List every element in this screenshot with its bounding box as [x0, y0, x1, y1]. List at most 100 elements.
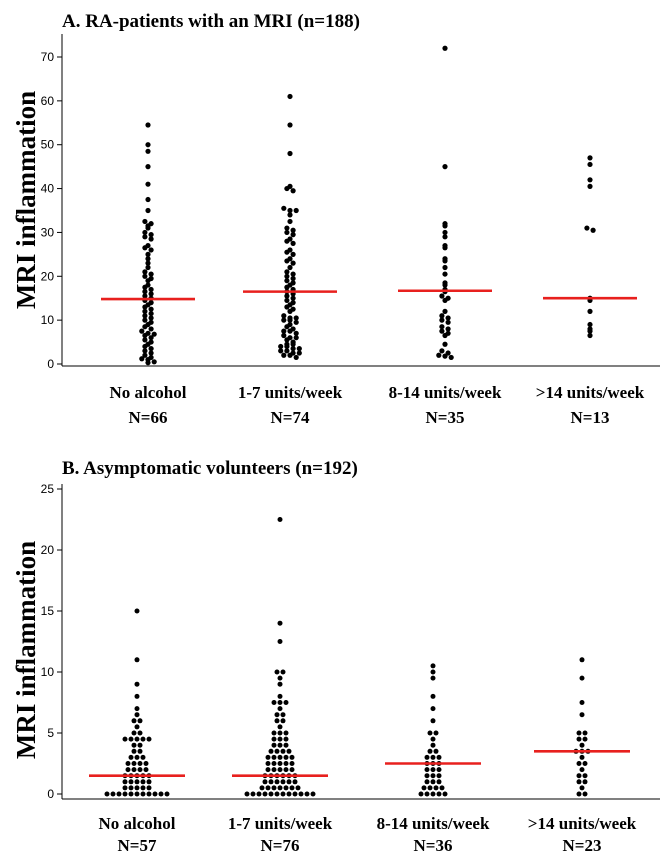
panel-a-y-tick-label-0: 0 [47, 357, 54, 371]
panel-b-cat-1-point-0 [244, 791, 250, 797]
panel-b-cat-0-point-12 [128, 785, 134, 791]
panel-a-cat-0-point-44 [145, 264, 151, 271]
panel-a-cat-2-point-14 [445, 315, 451, 321]
panel-b-cat-3-point-1 [582, 791, 588, 797]
panel-a-cat-0-point-9 [148, 346, 154, 352]
panel-a-cat-2-point-9 [439, 324, 445, 330]
panel-a-cat-0-point-49 [148, 247, 154, 253]
panel-a-cat-1-point-20 [293, 330, 299, 336]
panel-b-cat-0-point-38 [137, 748, 143, 754]
panel-a-cat-3-point-4 [587, 308, 593, 314]
panel-b-cat-1-point-75 [277, 517, 283, 522]
panel-b-cat-1-point-51 [277, 742, 283, 748]
panel-b-cat-0-point-43 [134, 736, 140, 742]
panel-b-cat-1-point-10 [304, 791, 310, 797]
panel-b-x-ticks: No alcohol N=57 1-7 units/week N=76 8-14… [99, 814, 637, 855]
panel-b-cat-3-point-22 [579, 657, 585, 663]
panel-a-cat-2-point-28 [442, 242, 448, 249]
panel-a-cat-1-point-2 [293, 354, 299, 361]
panel-b-y-tick-label-3: 15 [41, 604, 55, 618]
panel-b-cat-1-point-19 [262, 779, 268, 785]
panel-a-cat-1-point-58 [287, 236, 293, 242]
panel-a-cat-0-point-47 [145, 251, 151, 257]
panel-a-cat-3-point-11 [587, 161, 593, 168]
panel-a-cat-1-point-73 [287, 93, 293, 100]
panel-a-cat-1-point-61 [284, 225, 290, 231]
panel-a-cat-1-point-5 [290, 350, 296, 356]
panel-a-cat-2-point-34 [442, 45, 448, 51]
panel-a-cat-1-point-51 [290, 260, 296, 266]
panel-a-cat-0-point-15 [139, 328, 145, 334]
panel-b-marks [89, 517, 630, 797]
panel-a-cat-0-point-59 [145, 207, 151, 214]
panel-a-title: A. RA-patients with an MRI (n=188) [62, 11, 360, 32]
panel-a-cat-0-point-14 [148, 335, 154, 341]
panel-b-cat-1-point-58 [283, 730, 289, 736]
panel-b-cat-1-point-17 [289, 785, 295, 791]
panel-a-cat-1-point-3 [278, 348, 284, 354]
panel-a-cat-1-point-66 [287, 207, 293, 214]
panel-b-cat-3-point-5 [576, 773, 582, 779]
panel-b-cat-0-point-33 [143, 761, 149, 766]
panel-b-cat-0-point-52 [134, 706, 140, 712]
panel-a-cat-3-point-0 [587, 332, 593, 339]
panel-a-cat-0-count: N=66 [129, 408, 168, 427]
panel-a-cat-0-point-51 [142, 234, 148, 240]
panel-a-cat-1-point-62 [290, 227, 296, 233]
panel-b-cat-0-point-34 [128, 754, 134, 760]
panel-b-y-tick-label-2: 10 [41, 665, 55, 679]
panel-b-cat-0-point-18 [134, 779, 140, 785]
panel-b-cat-1-point-68 [277, 693, 283, 699]
panel-a-cat-1-point-67 [293, 207, 299, 214]
panel-b-cat-2-point-24 [427, 748, 433, 754]
panel-a-ylabel: MRI inflammation [11, 91, 41, 309]
panel-b-cat-0-point-39 [131, 742, 137, 748]
panel-b-y-tick-label-4: 20 [41, 543, 55, 557]
panel-b-cat-1-point-18 [295, 785, 301, 791]
panel-a-cat-2-point-32 [442, 221, 448, 227]
panel-a-cat-1-point-27 [281, 313, 287, 319]
panel-b-cat-1-point-59 [277, 724, 283, 730]
panel-a-cat-2-point-13 [439, 313, 445, 319]
panel-a-cat-1-point-0 [281, 352, 287, 358]
panel-a-cat-1-point-60 [290, 232, 296, 238]
panel-b-cat-0-point-0 [104, 791, 110, 797]
panel-a-cat-0-point-1 [139, 356, 145, 362]
panel-b-cat-2-point-23 [436, 754, 442, 760]
panel-a-cat-2-point-22 [442, 280, 448, 286]
panel-b-cat-2-point-9 [424, 779, 430, 785]
panel-b-cat-0-point-35 [134, 754, 140, 760]
panel-a-cat-1-point-72 [287, 122, 293, 128]
panel-a-cat-3-point-2 [587, 326, 593, 332]
panel-b-cat-0-point-6 [140, 791, 146, 797]
panel-a-cat-0-point-16 [145, 330, 151, 336]
panel-b-cat-1-point-20 [268, 779, 274, 785]
panel-b-y-tick-label-5: 25 [41, 482, 55, 496]
panel-b-cat-1-point-38 [277, 761, 283, 766]
panel-a-cat-1-point-36 [284, 293, 290, 299]
panel-b-cat-1-point-34 [283, 767, 289, 773]
panel-a-cat-0-point-31 [148, 300, 154, 306]
panel-b-cat-1-point-5 [274, 791, 280, 797]
panel-b-cat-0-point-27 [131, 767, 137, 773]
panel-b-cat-1-point-6 [280, 791, 286, 797]
panel-b-cat-0-point-32 [137, 761, 143, 766]
panel-a-cat-0-point-42 [142, 269, 148, 275]
panel-b-cat-0-point-54 [134, 681, 140, 687]
panel-b-cat-2-point-25 [433, 748, 439, 754]
panel-a-cat-2-point-11 [439, 317, 445, 323]
panel-b-cat-1-point-70 [277, 675, 283, 681]
panel-b-cat-1-point-48 [280, 748, 286, 754]
panel-b-cat-2-point-7 [433, 785, 439, 791]
panel-b-cat-3-point-3 [576, 779, 582, 785]
panel-a-cat-0-point-12 [148, 339, 154, 345]
panel-a-cat-0-point-64 [145, 142, 151, 148]
panel-a-x-ticks: No alcohol N=66 1-7 units/week N=74 8-14… [110, 383, 645, 427]
panel-b-cat-2-point-27 [430, 736, 436, 742]
panel-a-cat-1-point-34 [284, 297, 290, 304]
panel-a-cat-0-point-28 [148, 306, 154, 312]
panel-b-cat-0-point-45 [146, 736, 152, 742]
panel-b-cat-1-point-60 [274, 718, 280, 724]
panel-b-cat-1-point-35 [289, 767, 295, 773]
panel-a-cat-1-count: N=74 [271, 408, 310, 427]
